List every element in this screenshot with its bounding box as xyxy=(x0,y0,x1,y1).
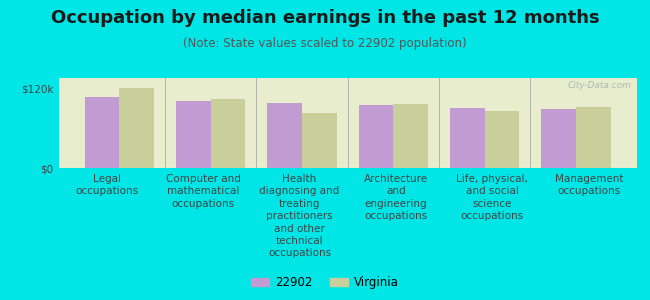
Bar xyxy=(359,105,393,168)
Bar xyxy=(393,104,428,168)
Text: Computer and
mathematical
occupations: Computer and mathematical occupations xyxy=(166,174,240,209)
Bar xyxy=(176,101,211,168)
Text: Architecture
and
engineering
occupations: Architecture and engineering occupations xyxy=(364,174,428,221)
Bar xyxy=(450,108,485,168)
Legend: 22902, Virginia: 22902, Virginia xyxy=(247,272,403,294)
Bar xyxy=(84,97,120,168)
Bar xyxy=(576,107,611,168)
Text: Occupation by median earnings in the past 12 months: Occupation by median earnings in the pas… xyxy=(51,9,599,27)
Bar xyxy=(211,99,246,168)
Text: Management
occupations: Management occupations xyxy=(554,174,623,197)
Text: (Note: State values scaled to 22902 population): (Note: State values scaled to 22902 popu… xyxy=(183,38,467,50)
Text: City-Data.com: City-Data.com xyxy=(567,81,631,90)
Bar xyxy=(267,103,302,168)
Text: Legal
occupations: Legal occupations xyxy=(75,174,138,197)
Bar xyxy=(485,111,519,168)
Text: Health
diagnosing and
treating
practitioners
and other
technical
occupations: Health diagnosing and treating practitio… xyxy=(259,174,340,258)
Text: Life, physical,
and social
science
occupations: Life, physical, and social science occup… xyxy=(456,174,528,221)
Bar xyxy=(120,88,154,168)
Bar xyxy=(302,113,337,168)
Bar xyxy=(541,109,576,168)
